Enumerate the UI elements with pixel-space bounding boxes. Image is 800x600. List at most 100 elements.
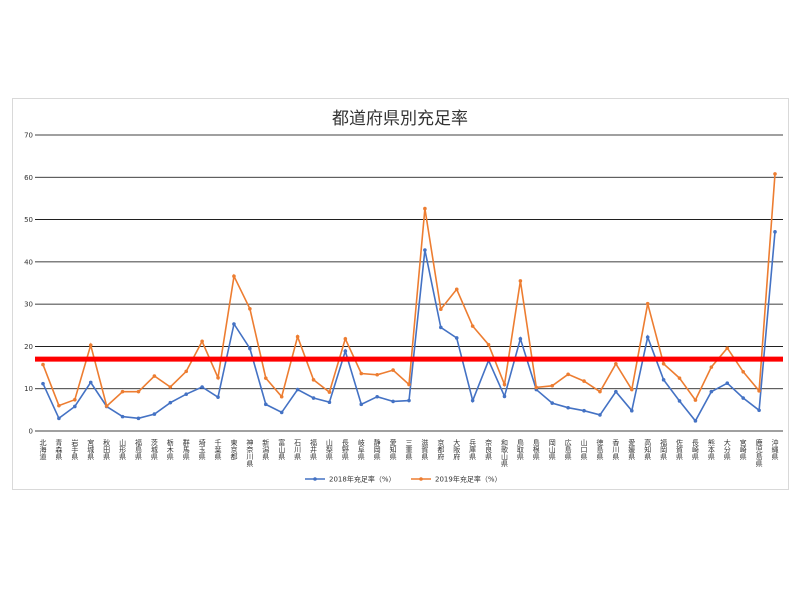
data-point [391,368,395,372]
y-tick-label: 10 [24,385,33,393]
x-tick-label: 熊本県 [707,438,715,461]
x-tick-label: 福島県 [134,438,142,461]
data-point [741,396,745,400]
x-tick-label: 静岡県 [373,438,381,461]
x-tick-label: 茨城県 [150,438,158,461]
data-point [184,369,189,374]
data-point [677,376,682,380]
legend-marker-1 [313,477,317,481]
data-point [725,346,730,350]
data-point [375,394,379,399]
x-tick-label: 京都府 [437,438,445,461]
x-tick-label: 山口県 [580,438,588,461]
x-tick-label: 鹿児島県 [755,438,763,468]
data-point [502,382,507,387]
data-point [757,389,761,393]
x-tick-label: 長崎県 [691,439,699,461]
data-point [311,378,316,382]
x-tick-label: 鳥取県 [516,438,524,461]
x-tick-label: 兵庫県 [469,438,477,461]
x-tick-label: 大阪府 [453,438,461,461]
data-point [693,398,698,402]
x-tick-label: 香川県 [612,438,620,461]
data-point [311,396,316,400]
data-point [120,389,125,394]
legend-marker-2 [419,477,423,481]
data-point [168,400,173,405]
x-tick-label: 東京都 [230,438,238,461]
x-tick-label: 長野県 [341,439,349,461]
data-point [454,287,459,292]
y-tick-label: 0 [29,428,33,436]
data-point [232,274,236,279]
data-point [41,381,45,386]
data-point [73,397,77,402]
data-point [582,379,586,383]
data-point [454,336,459,340]
data-point [120,414,125,419]
legend-label-1: 2018年充足率（%） [329,475,395,484]
x-tick-label: 千葉県 [214,438,222,461]
data-point [88,343,93,347]
data-point [709,389,714,394]
data-point [152,412,157,416]
data-point [629,408,634,413]
data-point [232,322,236,326]
grid-layer [35,134,783,432]
x-tick-label: 佐賀県 [676,438,684,461]
x-tick-label: 大分県 [723,438,731,461]
data-point [645,301,650,306]
data-point [423,248,427,252]
data-point [470,398,475,403]
x-tick-label: 高知県 [644,438,652,461]
data-point [359,371,364,376]
data-point [470,324,475,328]
data-point [757,408,761,413]
data-point [184,392,189,397]
data-point [693,419,698,423]
data-point [550,383,555,388]
x-tick-label: 宮城県 [87,438,95,461]
data-point [263,402,268,407]
x-tick-label: 滋賀県 [421,438,429,461]
data-point [614,361,618,366]
data-point [136,389,141,394]
data-point [104,404,109,408]
data-point [534,385,539,390]
data-point [439,325,443,330]
x-tick-label: 島根県 [532,438,540,461]
data-point [279,410,284,415]
data-point [200,385,204,389]
x-tick-label: 福岡県 [660,438,668,461]
x-tick-label: 北海道 [39,439,47,461]
x-tick-label: 岩手県 [71,438,79,461]
chart-frame: 都道府県別充足率 0 10 20 30 40 50 60 70 北海道 青森県 岩手県 宮城県 秋田県… [12,98,789,490]
data-point [677,399,682,403]
data-point [566,405,570,410]
data-point [518,279,523,283]
x-tick-label: 愛知県 [389,438,397,461]
x-tick-label: 神奈川県 [246,438,254,468]
x-tick-label: 埼玉県 [198,438,206,461]
x-tick-label: 青森県 [55,438,63,461]
x-tick-label: 岡山県 [548,439,556,461]
y-tick-label: 40 [24,258,33,266]
data-point [343,337,348,341]
data-point [550,401,555,405]
data-point [773,230,777,234]
data-point [73,404,77,409]
data-point [216,375,220,380]
data-point [88,380,93,385]
data-point [391,399,395,404]
data-point [439,307,443,312]
data-point [407,398,411,403]
data-point [598,413,602,417]
y-tick-label: 50 [24,216,33,224]
data-point [614,389,618,394]
data-point [661,361,666,366]
data-point [57,416,61,421]
y-tick-label: 60 [24,174,33,182]
data-point [502,394,507,399]
data-point [773,172,777,176]
x-tick-label: 岐阜県 [357,438,365,461]
